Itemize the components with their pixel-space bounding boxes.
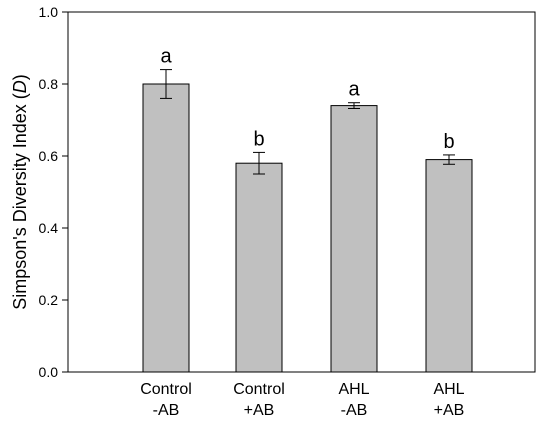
y-axis-title-variable: D — [10, 80, 30, 93]
bar — [235, 162, 283, 373]
x-category-label-line2: +AB — [244, 402, 275, 419]
x-category-label-line1: Control — [233, 381, 285, 398]
bar — [142, 83, 190, 373]
x-axis-labels: Control -AB Control +AB AHL -AB AHL +AB — [140, 381, 464, 419]
significance-letter: b — [253, 128, 264, 150]
x-category-label-line2: -AB — [153, 402, 180, 419]
y-axis-title: Simpson's Diversity Index (D) — [10, 74, 30, 310]
significance-letter: a — [348, 79, 360, 101]
x-category-label-line1: Control — [140, 381, 192, 398]
x-category-label-line1: AHL — [338, 381, 369, 398]
significance-letter: b — [443, 131, 454, 153]
bar — [425, 159, 473, 373]
y-tick-label: 0.8 — [39, 76, 59, 92]
y-axis-title-prefix: Simpson's Diversity Index ( — [10, 93, 30, 310]
x-category-label-line2: -AB — [341, 402, 368, 419]
bars-group: a b a b — [142, 46, 473, 373]
y-tick-label: 1.0 — [39, 4, 59, 20]
plot-frame — [67, 11, 536, 373]
y-tick-label: 0.4 — [39, 220, 59, 236]
y-axis-title-suffix: ) — [10, 74, 30, 80]
x-category-label-line1: AHL — [433, 381, 464, 398]
y-tick-label: 0.0 — [39, 364, 59, 380]
significance-letter: a — [160, 46, 172, 68]
y-tick-label: 0.2 — [39, 292, 59, 308]
bar — [330, 105, 378, 373]
y-tick-label: 0.6 — [39, 148, 59, 164]
y-axis-ticks: 0.0 0.2 0.4 0.6 0.8 1.0 — [39, 4, 68, 380]
x-category-label-line2: +AB — [434, 402, 465, 419]
